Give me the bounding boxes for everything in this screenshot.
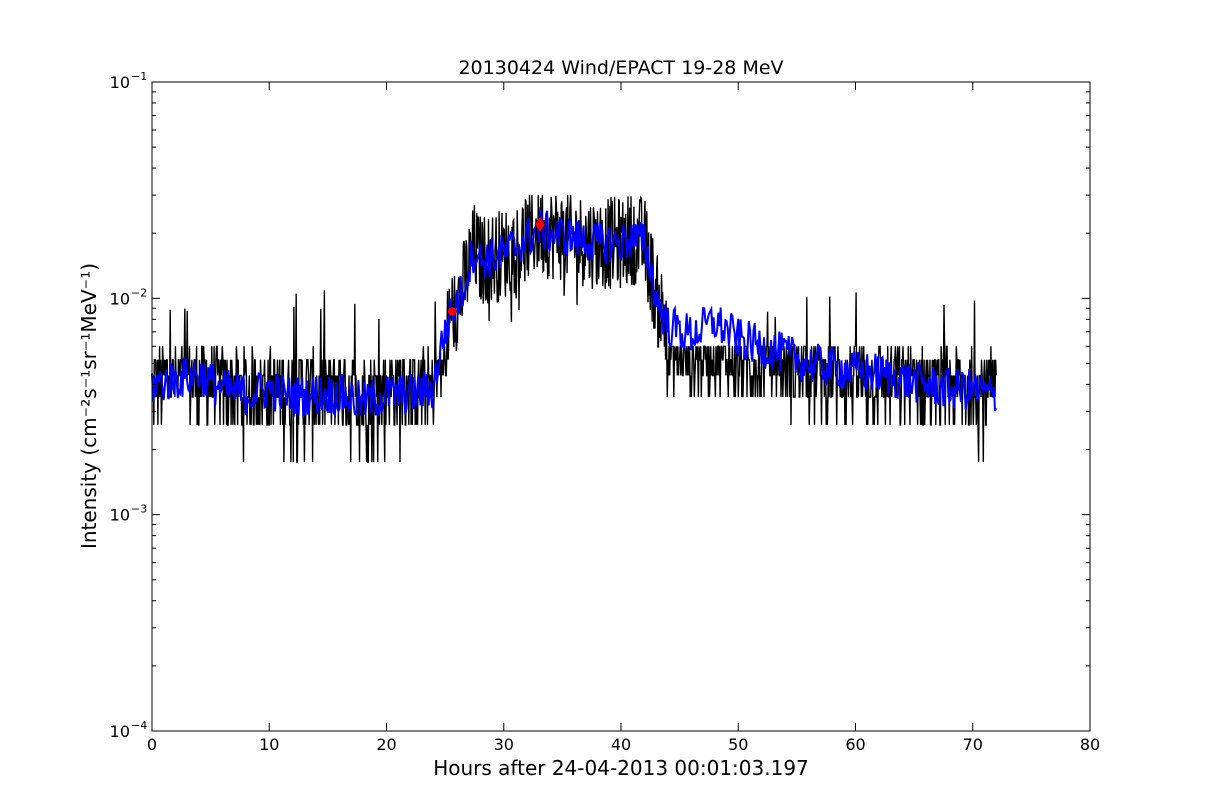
chart-title: 20130424 Wind/EPACT 19-28 MeV [458, 57, 783, 79]
y-tick-label-exponent: −3 [131, 503, 147, 516]
x-tick-label: 10 [259, 735, 279, 754]
x-tick-label: 0 [147, 735, 157, 754]
onset-marker [447, 306, 457, 317]
y-tick-label-exponent: −2 [131, 286, 147, 299]
x-tick-label: 80 [1080, 735, 1100, 754]
y-tick-label: 10 [110, 73, 130, 92]
smoothed-intensity-line [151, 206, 998, 419]
y-tick-label-exponent: −1 [131, 70, 147, 83]
y-tick-label-exponent: −4 [131, 719, 147, 732]
x-tick-label: 60 [845, 735, 865, 754]
x-tick-label: 30 [494, 735, 514, 754]
y-tick-label: 10 [110, 289, 130, 308]
peak-marker [534, 215, 546, 233]
x-tick-label: 40 [611, 735, 631, 754]
x-tick-label: 50 [728, 735, 748, 754]
x-tick-label: 20 [376, 735, 396, 754]
y-axis-label: Intensity (cm⁻²s⁻¹sr⁻¹MeV⁻¹) [77, 263, 101, 549]
y-tick-label: 10 [110, 506, 130, 525]
y-tick-label: 10 [110, 722, 130, 741]
x-axis-label: Hours after 24-04-2013 00:01:03.197 [433, 756, 809, 780]
x-tick-label: 70 [963, 735, 983, 754]
